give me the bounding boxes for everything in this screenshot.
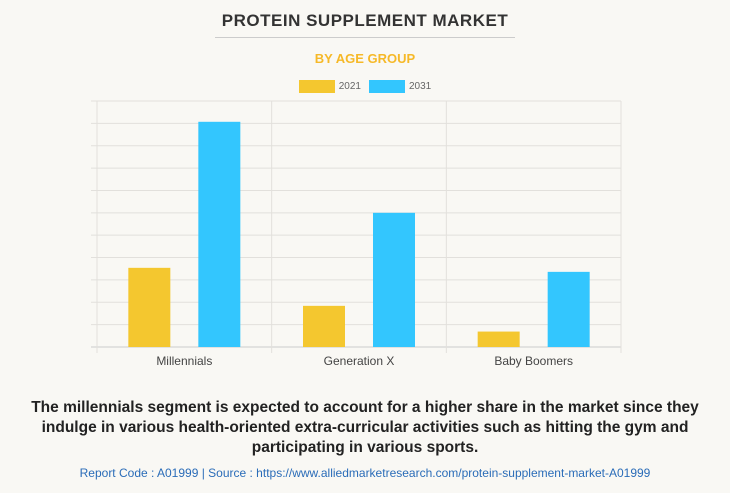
bar-2031-baby-boomers xyxy=(547,271,590,347)
x-tick-label: Generation X xyxy=(324,354,395,368)
legend: 2021 2031 xyxy=(0,80,730,93)
title-divider xyxy=(215,37,515,38)
legend-item-2021[interactable]: 2021 xyxy=(298,80,361,93)
bar-2021-millennials xyxy=(128,267,171,347)
legend-label: 2031 xyxy=(409,81,432,93)
bar-2031-millennials xyxy=(198,121,241,347)
x-tick-label: Millennials xyxy=(156,354,212,368)
legend-swatch xyxy=(369,80,405,93)
bar-2031-generation-x xyxy=(373,212,415,347)
caption: The millennials segment is expected to a… xyxy=(31,399,699,456)
legend-swatch xyxy=(298,80,335,93)
legend-item-2031[interactable]: 2031 xyxy=(369,80,431,93)
source-footer[interactable]: Report Code : A01999 | Source : https://… xyxy=(79,466,651,480)
bar-2021-baby-boomers xyxy=(477,331,520,347)
chart-subtitle: BY AGE GROUP xyxy=(314,51,416,66)
legend-label: 2021 xyxy=(338,81,361,93)
chart-title: PROTEIN SUPPLEMENT MARKET xyxy=(221,11,509,30)
x-tick-label: Baby Boomers xyxy=(494,354,573,368)
bar-2021-generation-x xyxy=(303,305,345,347)
